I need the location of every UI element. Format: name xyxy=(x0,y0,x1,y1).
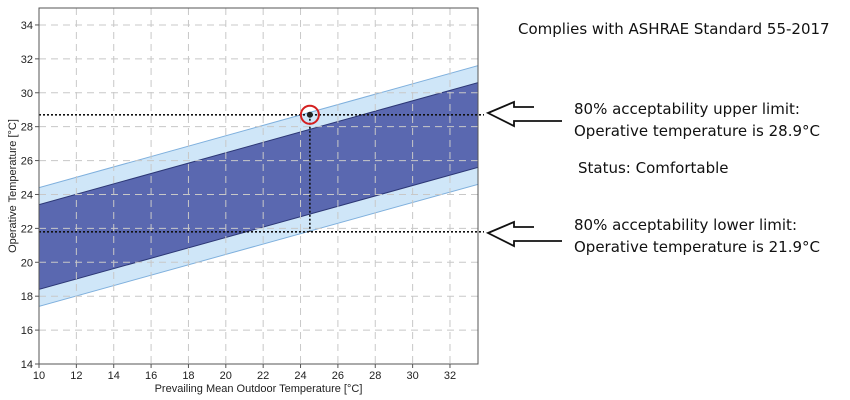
x-tick-label: 10 xyxy=(33,370,45,382)
y-tick-label: 26 xyxy=(21,156,33,168)
y-tick-label: 24 xyxy=(21,189,33,201)
current-point-dot xyxy=(306,111,313,118)
y-tick-label: 34 xyxy=(21,20,33,32)
limit-guides xyxy=(39,114,484,233)
comfort-status: Status: Comfortable xyxy=(578,159,729,177)
upper-limit-value: Operative temperature is 28.9°C xyxy=(574,122,821,140)
y-tick-label: 20 xyxy=(21,257,33,269)
x-tick-label: 18 xyxy=(182,370,194,382)
comfort-bands xyxy=(39,65,478,307)
x-tick-label: 26 xyxy=(332,370,344,382)
lower-limit-value: Operative temperature is 21.9°C xyxy=(574,238,821,256)
lower-limit-title: 80% acceptability lower limit: xyxy=(574,216,797,234)
y-tick-label: 14 xyxy=(21,359,33,371)
lower-limit-annotation: 80% acceptability lower limit: Operative… xyxy=(574,214,820,258)
y-tick-label: 32 xyxy=(21,54,33,66)
x-tick-label: 12 xyxy=(70,370,82,382)
x-tick-label: 16 xyxy=(145,370,157,382)
plot-frame xyxy=(38,7,479,365)
plot-border xyxy=(38,7,479,365)
x-tick-label: 32 xyxy=(444,370,456,382)
x-tick-label: 30 xyxy=(406,370,418,382)
lower-limit-arrow-icon xyxy=(485,220,562,248)
y-axis-title: Operative Temperature [°C] xyxy=(7,119,19,253)
current-condition-marker xyxy=(299,104,320,125)
upper-limit-title: 80% acceptability upper limit: xyxy=(574,100,800,118)
y-tick-label: 16 xyxy=(21,325,33,337)
current-point-ring xyxy=(299,104,320,125)
x-tick-label: 22 xyxy=(257,370,269,382)
x-tick-label: 14 xyxy=(108,370,120,382)
y-tick-label: 22 xyxy=(21,223,33,235)
x-tick-label: 24 xyxy=(294,370,306,382)
upper-limit-arrow-icon xyxy=(485,100,562,128)
upper-limit-annotation: 80% acceptability upper limit: Operative… xyxy=(574,98,820,142)
x-tick-label: 20 xyxy=(220,370,232,382)
compliance-text: Complies with ASHRAE Standard 55-2017 xyxy=(518,20,830,38)
band-90-percent xyxy=(39,82,478,290)
axis-ticks: 10 12 14 16 18 20 22 24 26 28 30 32 14 16 18 20 22 24 26 28… xyxy=(21,20,456,382)
y-tick-label: 28 xyxy=(21,122,33,134)
y-tick-label: 30 xyxy=(21,88,33,100)
x-tick-label: 28 xyxy=(369,370,381,382)
x-axis-title: Prevailing Mean Outdoor Temperature [°C] xyxy=(155,383,363,395)
y-tick-label: 18 xyxy=(21,291,33,303)
chart-grid xyxy=(39,8,478,364)
